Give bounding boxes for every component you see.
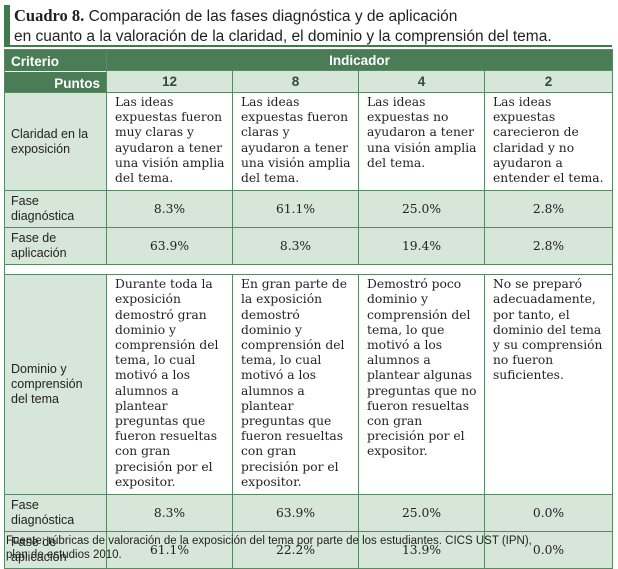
puntos-header: Puntos: [54, 76, 100, 91]
value-cell: 25.0%: [358, 494, 485, 533]
value-cell: 2.8%: [483, 190, 614, 229]
value-cell: 63.9%: [232, 494, 359, 533]
description-cell: Las ideas expuestas fueron muy claras y …: [106, 91, 233, 192]
value-cell: 8.3%: [232, 227, 359, 266]
phase-label-aplicacion: Fase de aplicación: [4, 531, 107, 569]
points-header-8: 8: [232, 70, 359, 93]
points-header-2: 2: [483, 70, 614, 93]
title-line-2: en cuanto a la valoración de la claridad…: [14, 28, 552, 45]
corner-divider: [5, 71, 106, 72]
phase-label-aplicacion: Fase de aplicación: [4, 227, 107, 266]
source-line-1: Fuente: rúbricas de valoración de la exp…: [6, 535, 532, 547]
description-cell: Demostró poco dominio y comprensión del …: [358, 274, 485, 496]
value-cell: 0.0%: [483, 531, 614, 569]
title-rule: [4, 45, 612, 47]
title-accent-bar: [4, 5, 10, 45]
description-cell: Las ideas expuestas carecieron de clarid…: [483, 91, 614, 192]
phase-label-diagnostica: Fase diagnóstica: [4, 190, 107, 229]
value-cell: 61.1%: [232, 190, 359, 229]
source-line-2: plan de estudios 2010.: [6, 549, 122, 561]
value-cell: 25.0%: [358, 190, 485, 229]
description-cell: No se preparó adecuadamente, por tanto, …: [483, 274, 614, 496]
value-cell: 8.3%: [106, 190, 233, 229]
description-cell: Las ideas expuestas fueron claras y ayud…: [232, 91, 359, 192]
value-cell: 13.9%: [358, 531, 485, 569]
value-cell: 2.8%: [483, 227, 614, 266]
title-label: Cuadro 8.: [14, 6, 85, 25]
value-cell: 0.0%: [483, 494, 614, 533]
value-cell: 8.3%: [106, 494, 233, 533]
description-cell: En gran parte de la exposición demostró …: [232, 274, 359, 496]
source-note: Fuente: rúbricas de valoración de la exp…: [6, 534, 612, 562]
value-cell: 19.4%: [358, 227, 485, 266]
value-cell: 22.2%: [232, 531, 359, 569]
points-header-12: 12: [106, 70, 233, 93]
description-cell: Las ideas expuestas no ayudaron a tener …: [358, 91, 485, 192]
comparison-table: Criterio Puntos Indicador 12 8 4 2 Clari…: [3, 49, 614, 569]
criterion-claridad: Claridad en la exposición: [4, 91, 107, 192]
criterion-dominio: Dominio y comprensión del tema: [4, 274, 107, 496]
table-title: Cuadro 8. Comparación de las fases diagn…: [14, 6, 614, 47]
section-gap: [3, 264, 614, 276]
indicador-header: Indicador: [105, 49, 614, 71]
value-cell: 61.1%: [106, 531, 233, 569]
header-corner: Criterio Puntos: [4, 49, 107, 93]
title-line-1: Comparación de las fases diagnóstica y d…: [88, 8, 458, 25]
points-header-4: 4: [358, 70, 485, 93]
description-cell: Durante toda la exposición demostró gran…: [106, 274, 233, 496]
criterio-header: Criterio: [11, 54, 60, 69]
phase-label-diagnostica: Fase diagnóstica: [4, 494, 107, 533]
value-cell: 63.9%: [106, 227, 233, 266]
